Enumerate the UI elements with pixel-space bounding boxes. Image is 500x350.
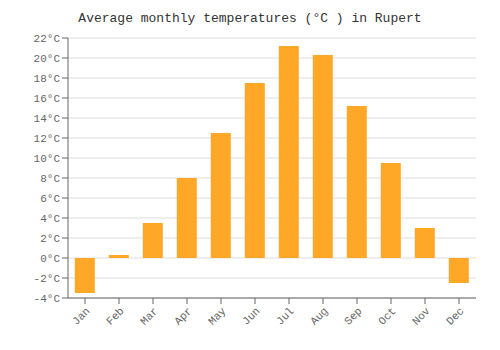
html-text:Average monthly temperatures (: Average monthly temperatures (°C ) in Ru… [78,11,422,26]
svg-text:12°C: 12°C [34,133,61,145]
svg-text:20°C: 20°C [34,53,61,65]
svg-text:-4°C: -4°C [34,293,61,305]
svg-text:Aug: Aug [308,305,330,327]
svg-text:0°C: 0°C [40,253,60,265]
svg-text:2°C: 2°C [40,233,60,245]
svg-text:Nov: Nov [410,305,433,328]
svg-text:Dec: Dec [444,305,466,327]
svg-text:Feb: Feb [104,305,126,327]
svg-text:Mar: Mar [138,305,160,327]
svg-text:16°C: 16°C [34,93,61,105]
svg-text:10°C: 10°C [34,153,61,165]
svg-text:-2°C: -2°C [34,273,61,285]
svg-text:Jul: Jul [274,305,296,327]
svg-text:8°C: 8°C [40,173,60,185]
svg-text:18°C: 18°C [34,73,61,85]
svg-text:Jun: Jun [240,305,262,327]
svg-text:Apr: Apr [172,305,194,327]
svg-text:4°C: 4°C [40,213,60,225]
svg-text:Oct: Oct [376,305,398,327]
svg-text:6°C: 6°C [40,193,60,205]
svg-text:May: May [206,305,229,328]
svg-text:Jan: Jan [70,305,92,327]
svg-text:22°C: 22°C [34,33,61,45]
svg-text:14°C: 14°C [34,113,61,125]
svg-text:Sep: Sep [342,305,364,327]
